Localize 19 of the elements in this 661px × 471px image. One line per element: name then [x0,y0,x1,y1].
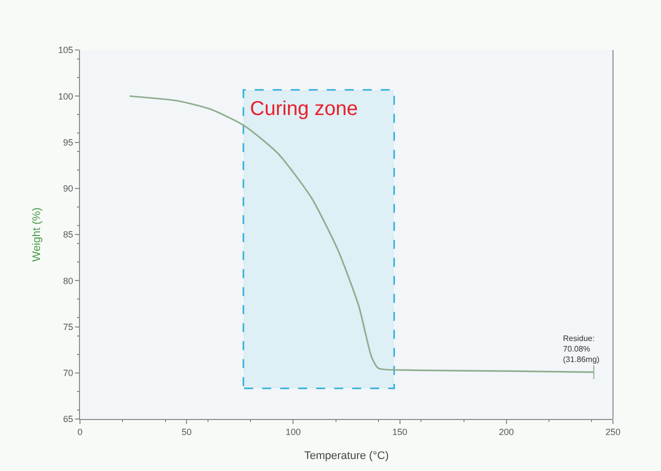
y-tick-label: 70 [63,368,74,378]
x-tick-label: 100 [286,426,301,437]
x-tick-label: 150 [392,426,408,437]
y-tick-label: 65 [63,414,74,424]
y-tick-label: 85 [63,230,74,240]
y-tick-label: 75 [63,322,74,332]
x-tick-label: 250 [605,426,621,437]
y-tick-label: 105 [58,45,74,56]
y-tick-label: 90 [63,184,74,194]
y-axis-title: Weight (%) [30,207,43,262]
y-tick-label: 80 [63,276,74,286]
x-axis-title: Temperature (°C) [304,450,389,462]
band-label: Curing zone [250,98,358,120]
x-tick-label: 0 [77,426,83,437]
x-tick-label: 50 [182,426,192,437]
y-tick-label: 100 [58,91,74,102]
y-tick-label: 95 [63,137,74,148]
x-tick-label: 200 [498,426,514,437]
annotation: Residue: 70.08% (31.86mg) [563,334,600,364]
